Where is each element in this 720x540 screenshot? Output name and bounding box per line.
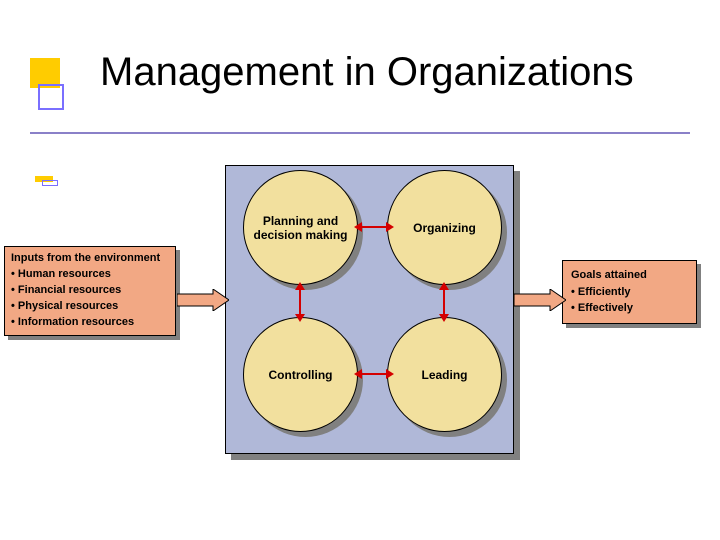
sub-bullet-front xyxy=(42,180,58,186)
inputs-box-face: Inputs from the environment • Human reso… xyxy=(4,246,176,336)
circle-controlling: Controlling xyxy=(243,317,363,437)
inputs-item: • Information resources xyxy=(11,315,169,331)
circle-label: Planning and decision making xyxy=(243,170,358,285)
goals-item: • Efficiently xyxy=(571,284,688,301)
red-arrow-controlling-leading xyxy=(362,373,386,375)
title-bullet-square-front xyxy=(38,84,64,110)
slide-title: Management in Organizations xyxy=(100,50,634,95)
red-arrow-planning-organizing xyxy=(362,226,386,228)
goals-item-label: Efficiently xyxy=(578,286,631,298)
inputs-item-label: Financial resources xyxy=(18,284,121,296)
inputs-item-label: Human resources xyxy=(18,268,111,280)
arrow-process-to-goals xyxy=(514,289,566,311)
goals-box: Goals attained • Efficiently • Effective… xyxy=(562,260,702,330)
title-underline xyxy=(30,132,690,134)
inputs-item-label: Information resources xyxy=(18,316,134,328)
circle-leading: Leading xyxy=(387,317,507,437)
inputs-item: • Financial resources xyxy=(11,283,169,299)
goals-heading: Goals attained xyxy=(571,267,688,284)
inputs-heading: Inputs from the environment xyxy=(11,251,169,267)
circle-organizing: Organizing xyxy=(387,170,507,290)
inputs-item: • Human resources xyxy=(11,267,169,283)
goals-box-face: Goals attained • Efficiently • Effective… xyxy=(562,260,697,324)
inputs-box: Inputs from the environment • Human reso… xyxy=(4,246,180,341)
circle-label: Organizing xyxy=(387,170,502,285)
circle-label: Leading xyxy=(387,317,502,432)
red-arrow-organizing-leading xyxy=(443,290,445,314)
circle-planning: Planning and decision making xyxy=(243,170,363,290)
circle-label: Controlling xyxy=(243,317,358,432)
inputs-item: • Physical resources xyxy=(11,299,169,315)
inputs-item-label: Physical resources xyxy=(18,300,118,312)
arrow-inputs-to-process xyxy=(177,289,229,311)
goals-item-label: Effectively xyxy=(578,302,633,314)
red-arrow-planning-controlling xyxy=(299,290,301,314)
goals-item: • Effectively xyxy=(571,300,688,317)
